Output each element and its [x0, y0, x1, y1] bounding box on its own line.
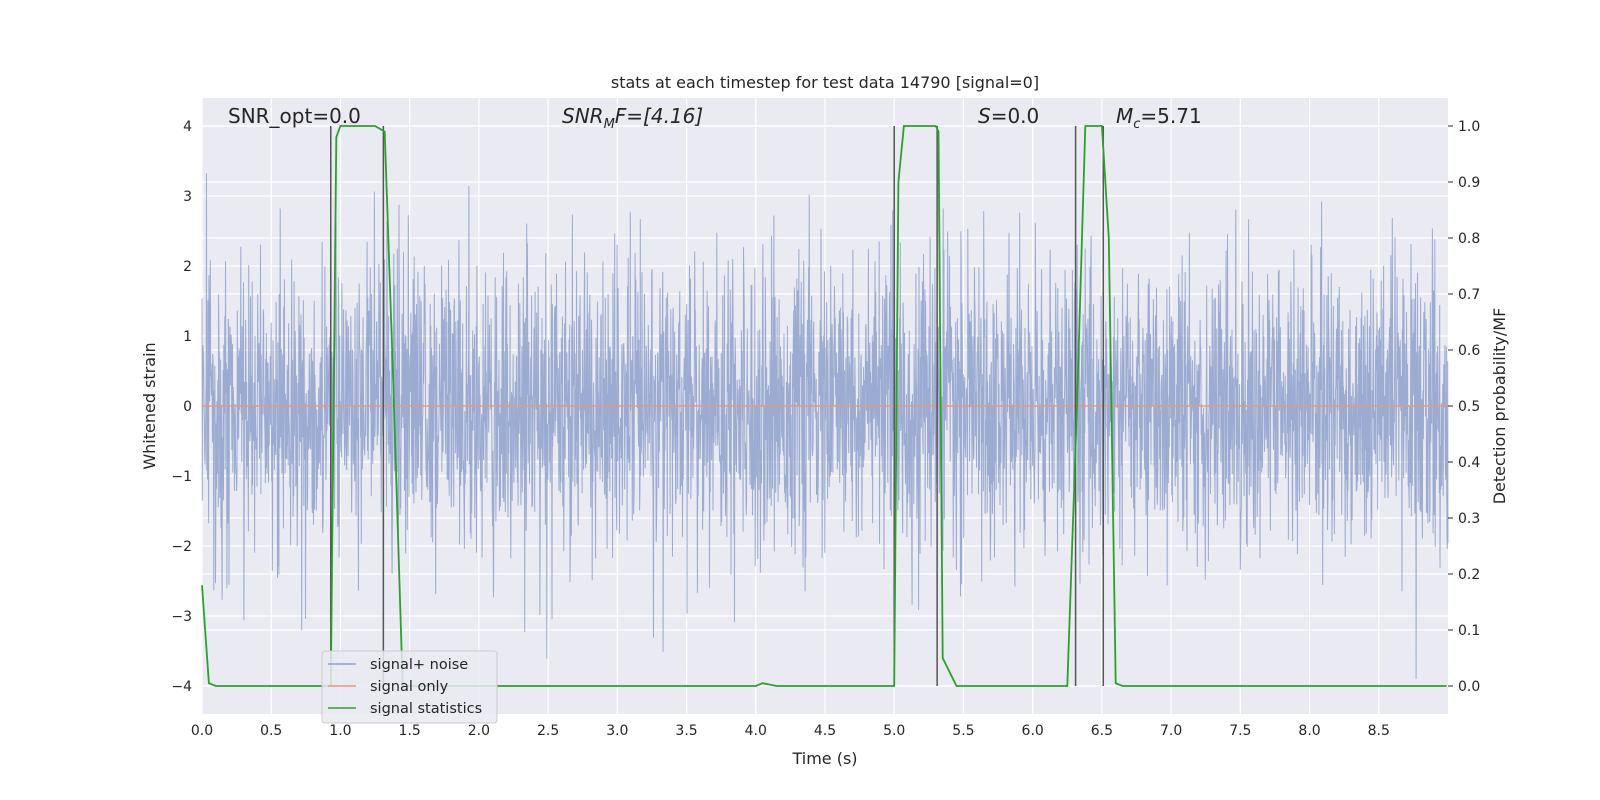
annotation-snr-opt: SNR_opt=0.0	[228, 104, 361, 128]
x-tick-label-8: 4.0	[745, 723, 767, 739]
y-axis-label: Whitened strain	[140, 342, 159, 469]
x-tick-label-9: 4.5	[814, 723, 836, 739]
y-tick-label-5: −1	[171, 469, 192, 485]
y2-tick-label-10: 0.0	[1458, 679, 1480, 695]
annotation-mc-sub: c	[1133, 117, 1140, 132]
y2-tick-labels: 1.0 0.9 0.8 0.7 0.6 0.5 0.4 0.3 0.2 0.1 0.0	[1448, 119, 1480, 695]
y2-tick-label-8: 0.2	[1458, 567, 1480, 583]
stats-line	[201, 125, 1447, 687]
y-tick-label-2: 2	[183, 259, 192, 275]
legend-box	[321, 650, 498, 724]
x-tick-label-3: 1.5	[399, 723, 421, 739]
y2-tick-label-1: 0.9	[1458, 175, 1480, 191]
y-tick-label-1: 3	[183, 189, 192, 205]
legend-label-stats: signal statistics	[370, 701, 482, 717]
y2-tick-label-3: 0.7	[1458, 287, 1480, 303]
noise-line	[201, 173, 1449, 680]
y-tick-label-3: 1	[183, 329, 192, 345]
x-axis-label: Time (s)	[791, 749, 857, 768]
legend-label-signal: signal only	[370, 679, 449, 695]
x-tick-label-6: 3.0	[606, 723, 628, 739]
x-tick-label-2: 1.0	[329, 723, 351, 739]
annotation-snr-mf-main: SNR	[562, 104, 604, 128]
x-tick-label-15: 7.5	[1229, 723, 1251, 739]
x-tick-label-14: 7.0	[1160, 723, 1182, 739]
y-tick-label-4: 0	[183, 399, 192, 415]
y-tick-label-7: −3	[171, 609, 192, 625]
y-tick-label-6: −2	[171, 539, 192, 555]
y2-tick-label-4: 0.6	[1458, 343, 1480, 359]
x-tick-label-11: 5.5	[952, 723, 974, 739]
y-tick-label-8: −4	[171, 679, 192, 695]
annotation-s: S=0.0	[978, 104, 1039, 128]
y2-tick-label-0: 1.0	[1458, 119, 1480, 135]
stats-series	[201, 125, 1447, 687]
x-tick-label-17: 8.5	[1368, 723, 1390, 739]
y-tick-label-0: 4	[183, 119, 192, 135]
annotation-mc-main: M	[1116, 104, 1133, 128]
x-tick-label-16: 8.0	[1298, 723, 1320, 739]
x-tick-labels: 0.0 0.5 1.0 1.5 2.0 2.5 3.0 3.5 4.0 4.5 5.0 5.5 6.0 6…	[191, 723, 1390, 739]
annotation-snr-mf-rest: F=[4.16]	[615, 104, 703, 128]
x-tick-label-13: 6.5	[1091, 723, 1113, 739]
y2-tick-label-2: 0.8	[1458, 231, 1480, 247]
x-tick-label-4: 2.0	[468, 723, 490, 739]
annotation-s-main: S	[978, 104, 991, 128]
annotation-mc-rest: =5.71	[1140, 104, 1201, 128]
x-tick-label-1: 0.5	[260, 723, 282, 739]
x-tick-label-12: 6.0	[1022, 723, 1044, 739]
y-tick-labels: 4 3 2 1 0 −1 −2 −3 −4	[171, 119, 192, 695]
y2-tick-label-6: 0.4	[1458, 455, 1480, 471]
annotation-s-rest: =0.0	[991, 104, 1040, 128]
y2-axis-label: Detection probability/MF	[1490, 308, 1509, 505]
y2-tick-label-9: 0.1	[1458, 623, 1480, 639]
legend: signal+ noise signal only signal statist…	[321, 650, 498, 724]
noise-series	[201, 173, 1449, 680]
x-tick-label-0: 0.0	[191, 723, 213, 739]
x-tick-label-7: 3.5	[675, 723, 697, 739]
chart-title: stats at each timestep for test data 147…	[611, 73, 1039, 92]
annotation-snr-mf-sub: M	[604, 117, 615, 132]
annotation-snr-mf: SNRMF=[4.16]	[562, 104, 703, 132]
x-tick-label-10: 5.0	[883, 723, 905, 739]
legend-label-noise: signal+ noise	[370, 657, 468, 673]
y2-tick-label-7: 0.3	[1458, 511, 1480, 527]
annotation-mc: Mc=5.71	[1116, 104, 1202, 132]
y2-tick-label-5: 0.5	[1458, 399, 1480, 415]
x-tick-label-5: 2.5	[537, 723, 559, 739]
